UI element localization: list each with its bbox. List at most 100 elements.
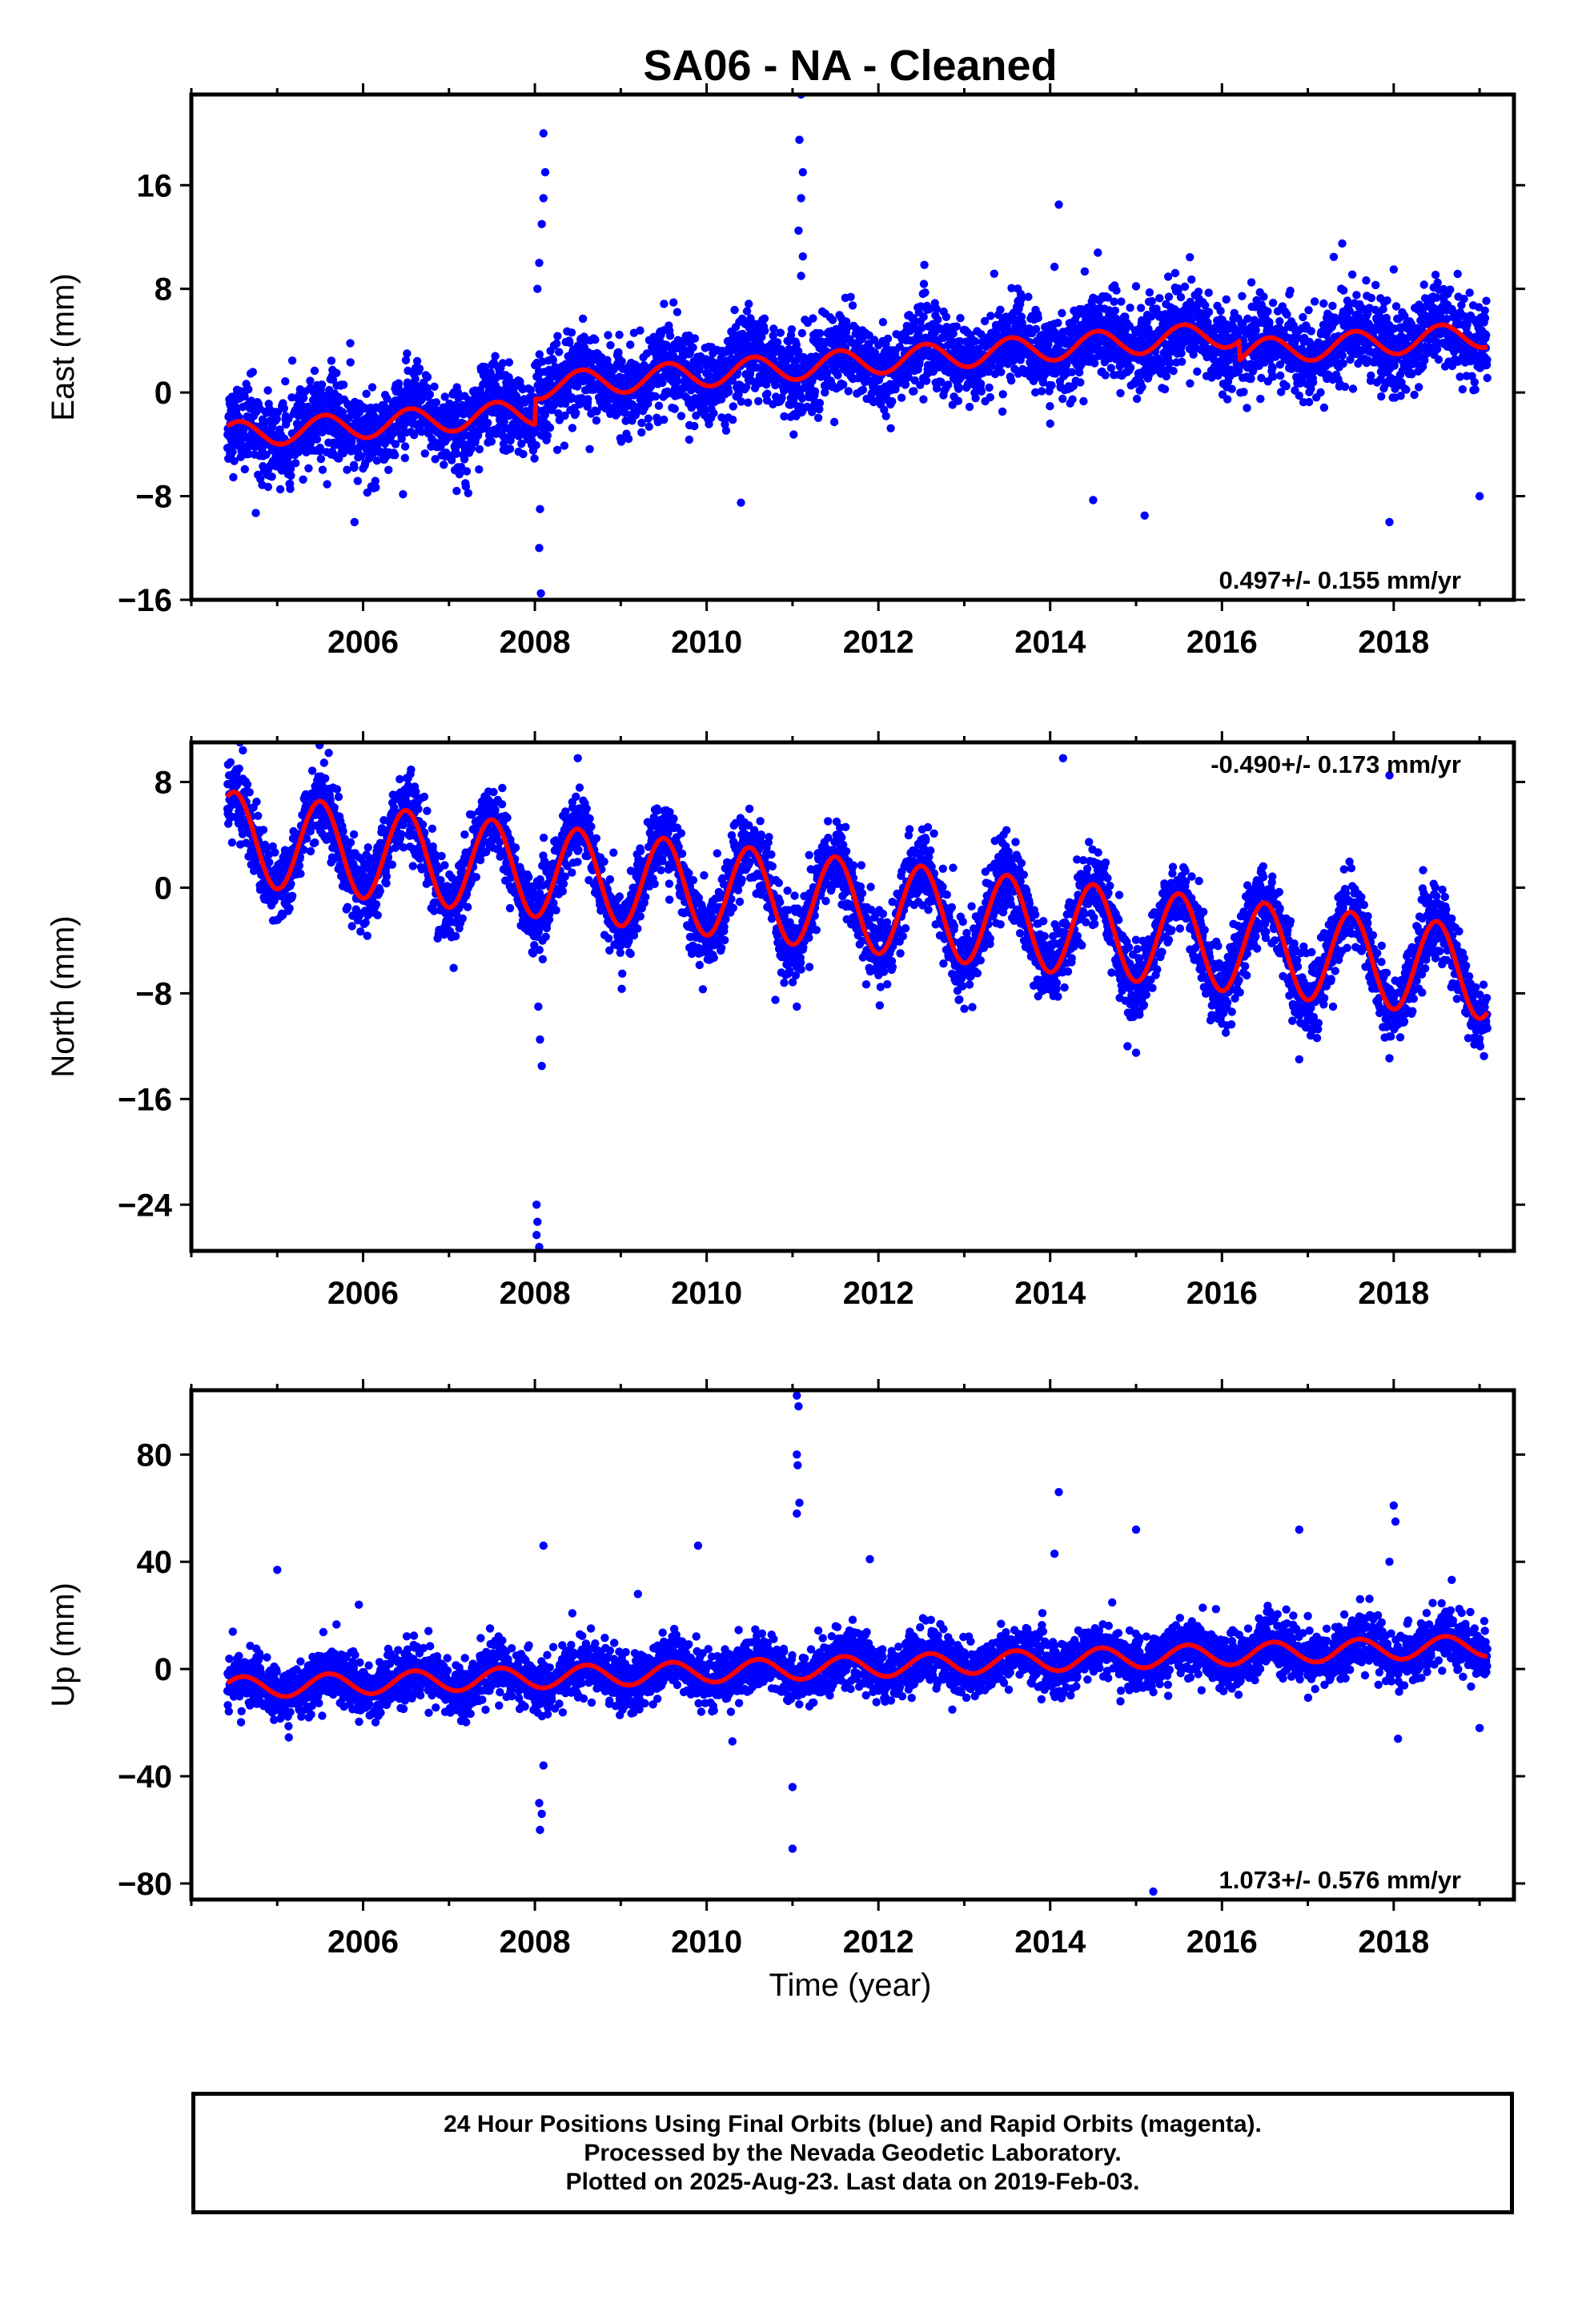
- east-point: [1251, 326, 1260, 335]
- east-point: [637, 428, 646, 437]
- east-point: [1160, 384, 1170, 394]
- east-point: [229, 472, 238, 482]
- east-point: [886, 424, 895, 432]
- east-outlier-point: [798, 167, 807, 177]
- east-point: [1007, 283, 1016, 292]
- east-point: [760, 314, 769, 323]
- east-point: [909, 387, 918, 396]
- east-point: [412, 356, 422, 366]
- north-point: [226, 758, 235, 767]
- east-point: [411, 375, 420, 384]
- east-point: [263, 386, 272, 395]
- east-point: [504, 358, 514, 367]
- east-outlier-point: [537, 219, 546, 228]
- east-point: [986, 392, 995, 402]
- east-point: [1310, 297, 1319, 306]
- east-point: [626, 340, 635, 349]
- east-outlier-point: [1385, 517, 1394, 527]
- east-point: [1431, 271, 1440, 279]
- east-point: [346, 358, 355, 367]
- east-point: [952, 322, 962, 331]
- east-y-tick-label: 0: [155, 376, 172, 411]
- east-point: [372, 456, 381, 465]
- east-point: [705, 420, 713, 428]
- east-point: [460, 455, 469, 464]
- east-outlier-point: [1089, 496, 1098, 505]
- east-point: [932, 384, 942, 393]
- east-point: [730, 305, 739, 315]
- east-point: [592, 416, 601, 425]
- east-point: [1338, 351, 1347, 360]
- east-point: [776, 328, 785, 337]
- east-point: [363, 488, 371, 497]
- east-point: [306, 376, 315, 385]
- east-point: [1259, 292, 1268, 301]
- east-point: [934, 315, 942, 324]
- east-point: [1038, 378, 1048, 387]
- east-x-tick-label: 2012: [843, 625, 914, 660]
- east-point: [1339, 286, 1348, 295]
- east-point: [673, 308, 682, 316]
- east-point: [431, 455, 440, 464]
- east-point: [475, 465, 484, 474]
- east-point: [956, 314, 965, 323]
- east-point: [829, 417, 839, 427]
- east-point: [567, 328, 576, 337]
- east-outlier-point: [797, 271, 805, 280]
- east-point: [1112, 286, 1121, 295]
- east-point: [228, 448, 237, 456]
- east-point: [813, 413, 823, 422]
- east-point: [323, 480, 331, 489]
- east-point: [949, 329, 958, 338]
- east-point: [1186, 253, 1195, 262]
- east-point: [423, 372, 432, 382]
- east-point: [1433, 278, 1442, 287]
- east-y-tick-label: 16: [137, 168, 173, 203]
- east-point: [742, 383, 751, 392]
- east-point: [262, 450, 271, 459]
- east-point: [932, 304, 942, 314]
- east-point: [921, 288, 930, 297]
- east-point: [917, 302, 926, 311]
- east-point: [1058, 394, 1067, 404]
- east-point: [560, 399, 570, 408]
- east-point: [690, 421, 699, 431]
- east-point: [986, 312, 995, 320]
- east-point: [1263, 307, 1272, 316]
- east-point: [848, 301, 857, 310]
- east-point: [1348, 384, 1358, 393]
- east-point: [1126, 304, 1134, 312]
- east-point: [1347, 270, 1357, 279]
- east-point: [519, 449, 528, 459]
- east-point: [273, 408, 283, 416]
- east-point: [1178, 357, 1186, 366]
- east-point: [1018, 318, 1026, 328]
- east-outlier-point: [251, 509, 260, 517]
- east-point: [1434, 355, 1443, 364]
- east-point: [998, 390, 1007, 399]
- east-outlier-point: [350, 517, 359, 527]
- east-point: [673, 376, 681, 385]
- east-point: [487, 437, 496, 446]
- east-point: [1383, 296, 1391, 305]
- east-point: [822, 368, 832, 377]
- east-point: [461, 482, 471, 491]
- east-point: [665, 332, 675, 340]
- east-point: [1410, 390, 1419, 400]
- east-point: [240, 464, 249, 474]
- east-point: [1268, 363, 1277, 372]
- east-point: [828, 316, 837, 324]
- east-point: [275, 485, 285, 494]
- east-point: [773, 338, 782, 347]
- east-point: [717, 413, 726, 422]
- east-point: [585, 444, 594, 453]
- east-x-tick-label: 2014: [1014, 625, 1086, 660]
- east-point: [554, 409, 563, 418]
- east-point: [1304, 306, 1313, 315]
- east-point: [284, 414, 293, 424]
- east-point: [1046, 402, 1054, 411]
- east-point: [350, 463, 359, 472]
- east-outlier-point: [536, 589, 545, 598]
- east-point: [839, 380, 848, 389]
- east-point: [1256, 394, 1265, 404]
